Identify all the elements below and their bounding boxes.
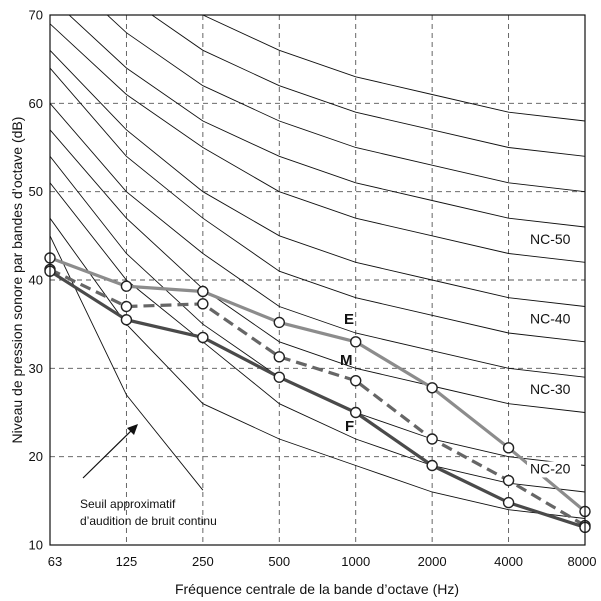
x-tick-label: 4000 bbox=[494, 554, 523, 569]
series-point-F bbox=[426, 459, 438, 472]
y-axis-title: Niveau de pression sonore par bandes d’o… bbox=[9, 117, 25, 444]
series-point-E bbox=[197, 285, 209, 298]
series-point-F bbox=[197, 331, 209, 344]
nc-label: NC-50 bbox=[530, 231, 571, 247]
series-point-M bbox=[273, 351, 285, 363]
x-tick-label: 8000 bbox=[568, 554, 597, 569]
series-point-E bbox=[273, 316, 285, 329]
nc-curve bbox=[50, 23, 585, 263]
series-point-M bbox=[350, 375, 362, 387]
series-point-M bbox=[197, 298, 209, 310]
series-point-E bbox=[120, 280, 133, 292]
nc-label-backing bbox=[527, 381, 581, 398]
series-point-M bbox=[426, 433, 438, 445]
nc-curve bbox=[50, 129, 585, 413]
nc-curves bbox=[50, 15, 585, 519]
y-tick-label: 60 bbox=[29, 96, 43, 111]
nc-label: NC-20 bbox=[530, 460, 571, 476]
x-tick-label: 1000 bbox=[341, 554, 370, 569]
threshold-line bbox=[50, 235, 204, 491]
y-tick-label: 30 bbox=[29, 361, 43, 376]
series-labels: E M F bbox=[340, 311, 354, 435]
series-line-F bbox=[49, 269, 586, 529]
series-point-E bbox=[502, 442, 515, 454]
series-point-F bbox=[120, 314, 133, 326]
series-point-M bbox=[120, 300, 133, 313]
nc-curve bbox=[151, 15, 585, 157]
nc-label-backing bbox=[527, 311, 581, 328]
x-tick-labels: 63 125 250 500 1000 2000 4000 8000 bbox=[48, 554, 597, 569]
y-tick-label: 10 bbox=[29, 538, 43, 553]
series-point-F bbox=[502, 496, 515, 509]
nc-label-backing bbox=[527, 231, 581, 248]
y-tick-label: 70 bbox=[29, 8, 43, 23]
y-tick-label: 20 bbox=[29, 449, 43, 464]
annotation-arrow-line bbox=[82, 427, 135, 479]
nc-curve bbox=[106, 15, 585, 193]
plot-frame bbox=[49, 14, 586, 546]
nc-curve bbox=[50, 103, 585, 378]
series-point-F bbox=[273, 371, 285, 383]
series-label: F bbox=[345, 418, 354, 435]
annotation-line-2: d’audition de bruit continu bbox=[80, 514, 217, 528]
annotation-line-1: Seuil approximatif bbox=[80, 497, 176, 511]
nc-curve-labels: NC-20 NC-30 NC-40 NC-50 bbox=[527, 231, 581, 478]
x-axis-title: Fréquence centrale de la bande d’octave … bbox=[175, 581, 459, 597]
series-label: E bbox=[344, 311, 354, 328]
y-tick-label: 40 bbox=[29, 273, 43, 288]
series-point-F bbox=[350, 406, 362, 419]
nc-label: NC-30 bbox=[530, 381, 571, 397]
nc-curve bbox=[50, 217, 585, 519]
nc-curve bbox=[68, 15, 585, 228]
threshold-curve bbox=[50, 235, 204, 491]
x-tick-label: 125 bbox=[116, 554, 138, 569]
series-label: M bbox=[340, 352, 353, 369]
y-tick-label: 50 bbox=[29, 184, 43, 199]
nc-curve bbox=[202, 15, 585, 122]
nc-curve bbox=[50, 182, 585, 493]
series-line-E bbox=[49, 256, 587, 513]
series-point-E bbox=[426, 382, 438, 394]
nc-label: NC-40 bbox=[530, 310, 571, 326]
y-tick-labels: 10 20 30 40 50 60 70 bbox=[29, 8, 43, 553]
series-group bbox=[44, 252, 591, 534]
x-tick-label: 2000 bbox=[418, 554, 447, 569]
nc-curve bbox=[50, 67, 585, 343]
nc-label-backing bbox=[527, 461, 581, 478]
annotation-arrow-head bbox=[127, 424, 138, 435]
series-point-E bbox=[350, 336, 362, 348]
nc-curve bbox=[50, 156, 585, 466]
series-line-M bbox=[49, 267, 586, 527]
grid bbox=[50, 15, 585, 545]
x-tick-label: 500 bbox=[268, 554, 290, 569]
series-point-M bbox=[502, 474, 515, 487]
nc-curve bbox=[50, 49, 585, 307]
x-tick-label: 63 bbox=[48, 554, 62, 569]
threshold-annotation: Seuil approximatif d’audition de bruit c… bbox=[80, 424, 217, 528]
x-tick-label: 250 bbox=[192, 554, 214, 569]
